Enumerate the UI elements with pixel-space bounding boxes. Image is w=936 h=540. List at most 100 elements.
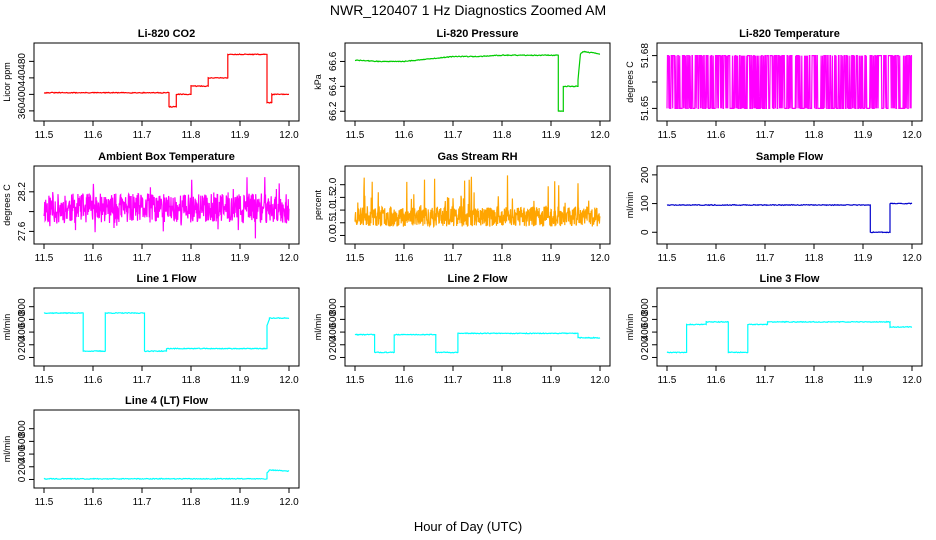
x-tick-label: 11.6 [395,130,414,141]
y-axis-label: ml/min [625,192,635,219]
y-tick-label: 200 [640,336,651,353]
y-tick-label: 600 [328,311,339,328]
x-tick-label: 11.8 [805,375,824,386]
y-tick-label: 200 [328,336,339,353]
series-line [43,177,290,239]
panel-1: Li-820 CO2 Licor ppm 11.5 11.6 11.7 11.8 11.9 1… [2,28,300,141]
y-tick-label: 200 [17,458,28,475]
y-tick-label: 400 [17,86,28,103]
panel-3: Li-820 Temperature degrees C 11.5 11.6 11.7 1… [625,28,923,141]
panels: Li-820 CO2 Licor ppm 11.5 11.6 11.7 11.8 11.9 1… [2,28,923,508]
panel-frame [344,287,611,367]
x-tick-label: 11.6 [84,497,103,508]
y-tick-label: 66.6 [328,51,339,71]
y-tick-label: 200 [17,336,28,353]
x-tick-label: 11.9 [542,375,561,386]
panel-title: Ambient Box Temperature [98,151,235,163]
y-axis-label: degrees C [2,184,12,226]
x-tick-label: 11.6 [84,130,103,141]
x-tick-label: 11.5 [346,253,365,264]
panel-10: Line 4 (LT) Flow ml/min 11.5 11.6 11.7 11.8 11… [2,395,300,508]
y-axis-label: percent [313,189,323,220]
x-tick-label: 11.6 [707,375,726,386]
x-tick-label: 11.7 [133,253,152,264]
x-tick-label: 11.7 [756,253,775,264]
x-tick-label: 11.9 [231,130,250,141]
x-tick-label: 11.8 [182,253,201,264]
y-tick-label: 0.0 [328,228,339,242]
y-tick-label: 0.5 [328,215,339,229]
y-tick-label: 800 [640,298,651,315]
x-tick-label: 11.7 [756,375,775,386]
panel-6: Sample Flow ml/min 11.5 11.6 11.7 11.8 11.9 12.… [625,151,923,264]
panel-7: Line 1 Flow ml/min 11.5 11.6 11.7 11.8 11.9 12.… [2,273,300,386]
y-tick-label: 400 [17,445,28,462]
x-tick-label: 11.5 [346,375,365,386]
x-tick-label: 12.0 [279,130,299,141]
x-tick-label: 11.5 [35,130,54,141]
y-tick-label: 600 [17,311,28,328]
y-tick-label: 800 [17,298,28,315]
x-tick-label: 11.8 [182,497,201,508]
panel-title: Line 3 Flow [760,273,820,285]
series-line [43,53,290,108]
series-line [666,55,913,109]
y-tick-label: 0 [17,476,28,482]
x-tick-label: 11.7 [444,130,463,141]
panel-frame [344,165,611,245]
y-tick-label: 400 [328,323,339,340]
panel-frame [33,165,300,245]
y-tick-label: 2.0 [328,177,339,191]
panel-title: Gas Stream RH [437,151,517,163]
x-tick-label: 11.6 [395,375,414,386]
series-line [666,320,913,354]
x-tick-label: 11.6 [707,130,726,141]
panel-4: Ambient Box Temperature degrees C 11.5 11.6… [2,151,300,264]
x-tick-label: 11.9 [854,253,873,264]
series-line [354,50,601,112]
panel-frame [344,42,611,122]
x-tick-label: 11.7 [133,497,152,508]
y-tick-label: 600 [17,433,28,450]
y-tick-label: 28.2 [17,182,28,202]
x-tick-label: 11.6 [84,253,103,264]
x-tick-label: 11.5 [35,497,54,508]
x-tick-label: 11.7 [756,130,775,141]
x-tick-label: 11.9 [231,253,250,264]
panel-title: Sample Flow [756,151,824,163]
y-tick-label: 66.4 [328,76,339,96]
x-tick-label: 11.8 [805,253,824,264]
y-tick-label: 480 [17,53,28,70]
x-tick-label: 11.6 [84,375,103,386]
y-tick-label: 200 [640,166,651,183]
x-tick-label: 11.9 [231,375,250,386]
x-tick-label: 11.5 [658,130,677,141]
panel-frame [656,287,923,367]
figure-x-label: Hour of Day (UTC) [414,519,522,534]
y-axis-label: ml/min [2,436,12,463]
x-tick-label: 11.9 [542,253,561,264]
y-tick-label: 100 [640,195,651,212]
x-tick-label: 11.5 [346,130,365,141]
x-tick-label: 11.7 [444,375,463,386]
x-tick-label: 11.5 [35,253,54,264]
y-tick-label: 600 [640,311,651,328]
x-tick-label: 11.8 [493,130,512,141]
x-tick-label: 11.9 [854,130,873,141]
panel-title: Line 2 Flow [448,273,508,285]
y-tick-label: 360 [17,102,28,119]
x-tick-label: 11.8 [182,130,201,141]
y-axis-label: ml/min [2,314,12,341]
x-tick-label: 12.0 [902,130,922,141]
series-line [354,175,601,229]
panel-title: Line 1 Flow [137,273,197,285]
panel-title: Li-820 CO2 [138,28,195,40]
x-tick-label: 11.7 [133,375,152,386]
panel-5: Gas Stream RH percent 11.5 11.6 11.7 11.8 11.9… [313,151,611,264]
y-tick-label: 800 [328,298,339,315]
y-tick-label: 51.68 [640,43,651,68]
panel-9: Line 3 Flow ml/min 11.5 11.6 11.7 11.8 11.9 12.… [625,273,923,386]
x-tick-label: 11.6 [707,253,726,264]
panel-frame [33,42,300,122]
